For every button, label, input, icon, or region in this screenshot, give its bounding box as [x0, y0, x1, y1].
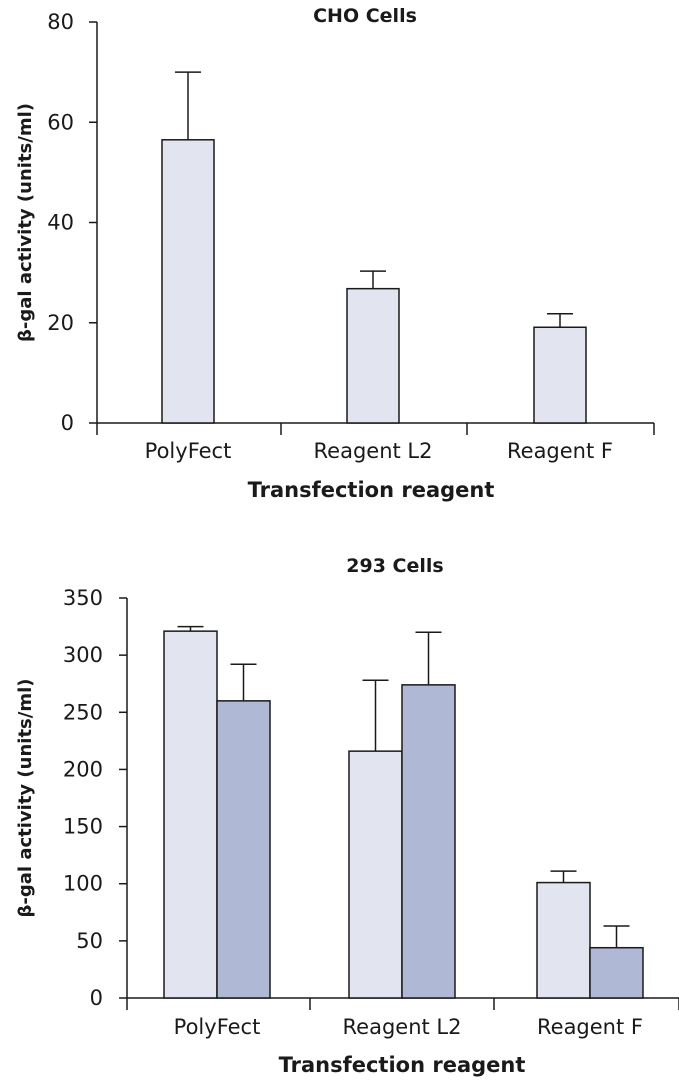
- y-tick-label: 0: [90, 986, 103, 1010]
- bar: [401, 684, 456, 999]
- y-tick-label: 80: [47, 10, 74, 34]
- x-axis-label: Transfection reagent: [248, 478, 495, 502]
- y-tick-label: 40: [47, 211, 74, 235]
- y-axis-label: β-gal activity (units/ml): [15, 103, 36, 342]
- y-tick-label: 300: [63, 643, 103, 667]
- x-axis-label: Transfection reagent: [279, 1053, 526, 1077]
- y-tick-label: 50: [76, 929, 103, 953]
- y-tick-label: 350: [63, 586, 103, 610]
- bar: [163, 630, 218, 999]
- x-category-label: Reagent L2: [314, 439, 433, 463]
- y-tick-label: 150: [63, 815, 103, 839]
- chart-title: 293 Cells: [346, 555, 443, 577]
- x-category-label: PolyFect: [145, 439, 232, 463]
- bar: [533, 326, 587, 424]
- x-category-label: Reagent F: [537, 1015, 643, 1039]
- x-category-label: PolyFect: [174, 1015, 261, 1039]
- bar: [348, 750, 403, 999]
- y-tick-label: 250: [63, 700, 103, 724]
- x-category-label: Reagent F: [507, 439, 613, 463]
- y-tick-label: 20: [47, 311, 74, 335]
- y-axis-label: β-gal activity (units/ml): [15, 679, 36, 918]
- bar: [589, 946, 644, 999]
- y-tick-label: 200: [63, 757, 103, 781]
- bar: [346, 287, 400, 424]
- bar: [161, 139, 215, 424]
- bar: [216, 700, 271, 999]
- chart-title: CHO Cells: [313, 5, 417, 27]
- bar: [536, 881, 591, 999]
- y-tick-label: 0: [61, 411, 74, 435]
- x-category-label: Reagent L2: [343, 1015, 462, 1039]
- y-tick-label: 60: [47, 110, 74, 134]
- y-tick-label: 100: [63, 872, 103, 896]
